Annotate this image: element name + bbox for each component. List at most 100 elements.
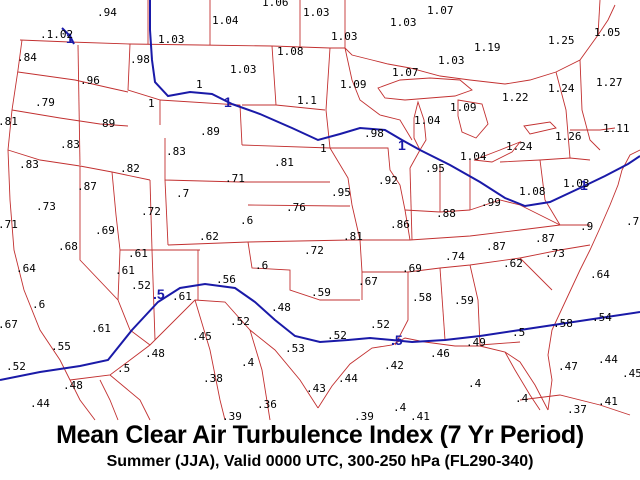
index-value: 1.24 [548, 82, 575, 95]
index-value: .87 [486, 240, 506, 253]
index-value: .94 [97, 6, 117, 19]
index-value: .41 [598, 395, 618, 408]
index-value: .72 [304, 244, 324, 257]
contour-lines [0, 0, 640, 381]
contour-1-west [149, 0, 233, 105]
index-value: .61 [128, 247, 148, 260]
index-value: .67 [358, 275, 378, 288]
index-value: .41 [410, 410, 430, 423]
pacific-coast [7, 39, 71, 381]
index-value: .98 [130, 53, 150, 66]
contour-1-central [231, 103, 421, 151]
index-value: .42 [384, 359, 404, 372]
index-value: .4 [241, 356, 255, 369]
index-value: .99 [481, 196, 501, 209]
state-line [325, 47, 331, 149]
state-line [247, 239, 351, 243]
index-value: .44 [338, 372, 358, 385]
index-value: 1.08 [519, 185, 546, 198]
index-value: 1.04 [212, 14, 239, 27]
index-value: .37 [567, 403, 587, 416]
index-value: 1.08 [277, 45, 304, 58]
index-value: .47 [558, 360, 578, 373]
contour-label: .5 [153, 286, 165, 302]
state-line [247, 204, 350, 207]
index-value: .52 [131, 279, 151, 292]
index-value: .44 [30, 397, 50, 410]
state-line [439, 267, 446, 341]
contour-label: .5 [391, 332, 403, 348]
index-value: 1.09 [340, 78, 367, 91]
index-value: .62 [199, 230, 219, 243]
index-value: .58 [553, 317, 573, 330]
index-value: .4 [515, 392, 529, 405]
baja-coast [99, 379, 119, 421]
index-value: 1.27 [596, 76, 623, 89]
index-value: .98 [364, 127, 384, 140]
index-value: .92 [378, 174, 398, 187]
index-value: .45 [192, 330, 212, 343]
index-value: .52 [327, 329, 347, 342]
index-value: 1.1 [297, 94, 317, 107]
index-value: .64 [16, 262, 36, 275]
index-value: .75 [626, 215, 640, 228]
state-line [164, 138, 245, 183]
state-line [479, 341, 521, 346]
index-value: .6 [255, 259, 268, 272]
contour-label: 1 [66, 30, 74, 46]
state-line [159, 99, 243, 146]
index-value: 1.11 [603, 122, 630, 135]
index-value: .96 [80, 74, 100, 87]
index-value: .53 [285, 342, 305, 355]
state-borders [7, 0, 640, 421]
state-line [17, 71, 129, 93]
index-value: 1.03 [303, 6, 330, 19]
index-value: 1.04 [460, 150, 487, 163]
index-value: .74 [445, 250, 465, 263]
baja-coast [69, 379, 96, 421]
map-subtitle: Summer (JJA), Valid 0000 UTC, 300-250 hP… [106, 453, 534, 470]
us-canada-border [19, 4, 616, 85]
index-value: .4 [393, 401, 407, 414]
state-line [127, 43, 161, 125]
index-value: .71 [0, 218, 18, 231]
index-value: .88 [436, 207, 456, 220]
index-value: 1 [148, 97, 155, 110]
index-value: .46 [430, 347, 450, 360]
mexico-border [69, 299, 319, 409]
index-value: .55 [51, 340, 71, 353]
state-line [539, 159, 561, 226]
map-title: Mean Clear Air Turbulence Index (7 Yr Pe… [56, 421, 584, 449]
index-value: .72 [141, 205, 161, 218]
index-value: 1 [320, 142, 327, 155]
index-value: .62 [503, 257, 523, 270]
index-value: .69 [95, 224, 115, 237]
mexico-line [249, 329, 271, 421]
index-value: 1.04 [414, 114, 441, 127]
index-value: .67 [0, 318, 18, 331]
index-value: .61 [91, 322, 111, 335]
index-value: .81 [0, 115, 18, 128]
contour-1-east [419, 149, 640, 208]
state-line [241, 144, 331, 149]
state-line [77, 44, 81, 166]
state-line [570, 127, 616, 131]
index-value: .43 [306, 382, 326, 395]
index-value: .6 [240, 214, 253, 227]
state-line [350, 229, 521, 241]
index-value: .4 [468, 377, 482, 390]
contour-label: 1 [580, 177, 588, 193]
index-value: .79 [35, 96, 55, 109]
index-value: .84 [17, 51, 37, 64]
state-line [555, 71, 571, 159]
index-value: 1.05 [594, 26, 621, 39]
index-value: .64 [590, 268, 610, 281]
index-value: .82 [120, 162, 140, 175]
index-value: .87 [77, 180, 97, 193]
index-value: .83 [166, 145, 186, 158]
lake-huron [457, 99, 489, 139]
index-value: .61 [115, 264, 135, 277]
index-value: .9 [580, 220, 593, 233]
index-value: .71 [225, 172, 245, 185]
index-value: .1.02 [40, 28, 73, 41]
